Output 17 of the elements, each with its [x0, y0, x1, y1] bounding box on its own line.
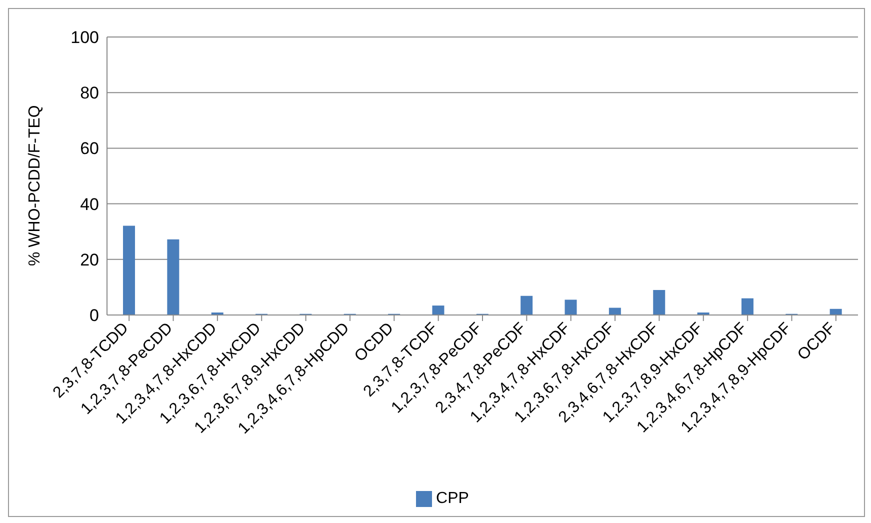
bar — [123, 226, 135, 315]
y-tick-label: 20 — [80, 250, 99, 270]
bar — [432, 306, 444, 315]
y-axis-title: % WHO-PCDD/F-TEQ — [26, 105, 44, 266]
y-tick-label: 0 — [90, 306, 99, 326]
bar — [520, 296, 533, 315]
bar — [608, 308, 621, 315]
y-tick-label: 100 — [70, 28, 99, 48]
bar — [653, 290, 666, 315]
legend-label: CPP — [436, 490, 469, 507]
y-tick-label: 40 — [80, 194, 99, 214]
bar — [741, 298, 754, 315]
bar — [167, 239, 180, 315]
bar — [830, 308, 842, 315]
y-tick-label: 80 — [80, 84, 99, 103]
y-tick-label: 60 — [80, 139, 99, 158]
bar — [564, 300, 577, 315]
